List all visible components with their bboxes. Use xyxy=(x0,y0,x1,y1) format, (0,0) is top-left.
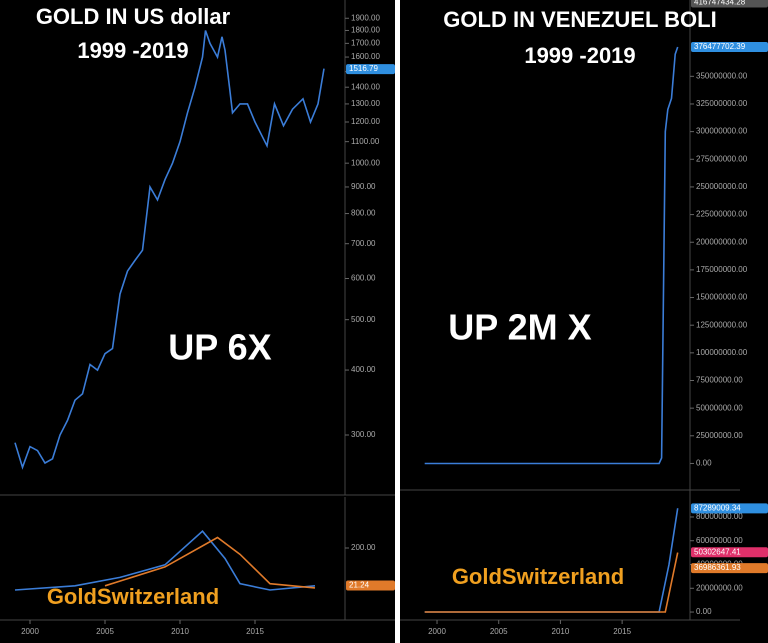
annotation: GoldSwitzerland xyxy=(47,584,219,609)
x-tick-label: 2010 xyxy=(171,627,189,636)
y-tick-label: 50000000.00 xyxy=(696,403,743,412)
annotation: UP 2M X xyxy=(448,307,591,348)
price-tag xyxy=(691,0,768,8)
y-tick-label: 60000000.00 xyxy=(696,536,743,545)
price-tag-label: 50302647.41 xyxy=(694,547,741,556)
y-tick-label: 1300.00 xyxy=(351,99,380,108)
price-tag-label: 416747434.28 xyxy=(694,0,746,7)
y-tick-label: 175000000.00 xyxy=(696,265,748,274)
price-tag xyxy=(691,547,768,558)
series-line xyxy=(424,552,679,613)
price-tag xyxy=(691,563,768,574)
y-tick-label: 1400.00 xyxy=(351,82,380,91)
y-tick-label: 300000000.00 xyxy=(696,127,748,136)
y-tick-label: 1900.00 xyxy=(351,13,380,22)
y-tick-label: 1700.00 xyxy=(351,38,380,47)
y-tick-label: 25000000.00 xyxy=(696,431,743,440)
y-tick-label: 100000000.00 xyxy=(696,348,748,357)
series-line xyxy=(104,536,316,589)
y-tick-label: 0.00 xyxy=(696,607,712,616)
x-tick-label: 2000 xyxy=(21,627,39,636)
y-tick-label: 800.00 xyxy=(351,209,376,218)
y-tick-label: 200000000.00 xyxy=(696,237,748,246)
chart-title: GOLD IN US dollar xyxy=(36,4,231,29)
y-tick-label: 225000000.00 xyxy=(696,210,748,219)
y-tick-label: 75000000.00 xyxy=(696,376,743,385)
series-line xyxy=(424,46,679,465)
price-tag-label: 21.24 xyxy=(349,581,370,590)
annotation: UP 6X xyxy=(168,327,271,368)
chart-subtitle: 1999 -2019 xyxy=(77,38,188,63)
y-tick-label: 500.00 xyxy=(351,315,376,324)
y-tick-label: 300.00 xyxy=(351,430,376,439)
y-tick-label: 20000000.00 xyxy=(696,583,743,592)
price-tag-label: 376477702.39 xyxy=(694,42,746,51)
y-tick-label: 1600.00 xyxy=(351,52,380,61)
price-tag xyxy=(346,64,395,75)
y-tick-label: 1000.00 xyxy=(351,158,380,167)
y-tick-label: 1200.00 xyxy=(351,117,380,126)
y-tick-label: 325000000.00 xyxy=(696,99,748,108)
price-tag xyxy=(691,42,768,53)
y-tick-label: 125000000.00 xyxy=(696,320,748,329)
y-tick-label: 900.00 xyxy=(351,182,376,191)
price-tag-label: 87289009.34 xyxy=(694,503,741,512)
y-tick-label: 600.00 xyxy=(351,274,376,283)
price-tag xyxy=(691,503,768,514)
y-tick-label: 1100.00 xyxy=(351,137,380,146)
series-line xyxy=(14,530,316,591)
x-tick-label: 2005 xyxy=(96,627,114,636)
price-tag xyxy=(346,580,395,591)
x-tick-label: 2015 xyxy=(613,627,631,636)
y-tick-label: 1800.00 xyxy=(351,26,380,35)
x-tick-label: 2015 xyxy=(246,627,264,636)
left-panel xyxy=(0,0,395,643)
x-tick-label: 2000 xyxy=(428,627,446,636)
y-tick-label: 700.00 xyxy=(351,239,376,248)
price-tag-label: 1516.79 xyxy=(349,64,378,73)
series-line xyxy=(14,30,325,470)
x-tick-label: 2010 xyxy=(552,627,570,636)
right-panel xyxy=(400,0,768,643)
annotation: GoldSwitzerland xyxy=(452,564,624,589)
y-tick-label: 80000000.00 xyxy=(696,512,743,521)
y-tick-label: 0.00 xyxy=(696,459,712,468)
chart-title: GOLD IN VENEZUEL BOLI xyxy=(443,7,716,32)
y-tick-label: 400.00 xyxy=(351,365,376,374)
y-tick-label: 150000000.00 xyxy=(696,293,748,302)
x-tick-label: 2005 xyxy=(490,627,508,636)
y-tick-label: 250000000.00 xyxy=(696,182,748,191)
y-tick-label: 275000000.00 xyxy=(696,154,748,163)
y-tick-label: 350000000.00 xyxy=(696,71,748,80)
y-tick-label: 200.00 xyxy=(351,543,376,552)
chart-subtitle: 1999 -2019 xyxy=(524,43,635,68)
price-tag-label: 36986361.93 xyxy=(694,563,741,572)
